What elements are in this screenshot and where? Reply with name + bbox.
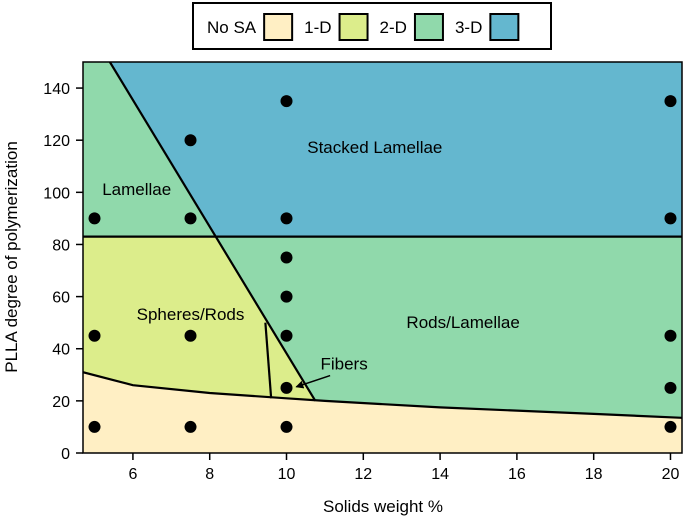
data-point (184, 134, 197, 147)
boundary-diagonal (108, 62, 317, 402)
x-axis-ticks: 6 8 10 12 14 16 18 20 (128, 453, 679, 483)
boundary-fibers (264, 322, 273, 399)
x-tick-label: 10 (278, 466, 296, 483)
annotations: Fibers (295, 355, 368, 389)
y-tick-label: 140 (43, 81, 70, 98)
legend-label: No SA (207, 18, 257, 37)
legend-swatch (263, 13, 294, 41)
x-axis-label: Solids weight % (323, 497, 443, 516)
legend-swatch (413, 13, 444, 41)
annotation-fibers: Fibers (320, 355, 367, 374)
y-tick-label: 80 (52, 237, 70, 254)
plot-area (83, 62, 682, 453)
region-labels: Stacked Lamellae Lamellae Rods/Lamellae Sph… (102, 138, 520, 332)
data-point (280, 420, 293, 433)
x-tick-label: 6 (128, 466, 137, 483)
regions (83, 62, 682, 418)
region-label: Lamellae (102, 180, 171, 199)
y-tick-label: 60 (52, 290, 70, 307)
plot-frame (82, 61, 683, 454)
data-point (280, 95, 293, 108)
y-tick-label: 40 (52, 342, 70, 359)
region-spheres-rods (83, 236, 316, 401)
x-tick-label: 8 (205, 466, 214, 483)
region-label: Spheres/Rods (137, 305, 245, 324)
data-point (184, 420, 197, 433)
data-point (280, 381, 293, 394)
y-tick-label: 100 (43, 185, 70, 202)
data-point (280, 251, 293, 264)
legend-swatch (338, 13, 369, 41)
data-point (184, 329, 197, 342)
legend-label: 2-D (380, 18, 407, 37)
legend-label: 1-D (304, 18, 331, 37)
data-point (184, 212, 197, 225)
region-label: Stacked Lamellae (307, 138, 442, 157)
y-tick-label: 0 (61, 446, 70, 463)
data-point (664, 212, 677, 225)
x-tick-label: 16 (508, 466, 526, 483)
x-tick-label: 20 (662, 466, 680, 483)
y-axis-label: PLLA degree of polymerization (2, 141, 21, 373)
legend-items: No SA 1-D 2-D 3-D (207, 13, 520, 41)
y-tick-label: 120 (43, 133, 70, 150)
data-point (88, 329, 101, 342)
legend-label: 3-D (455, 18, 482, 37)
annotation-arrow (295, 374, 331, 389)
data-point (664, 329, 677, 342)
data-point (280, 329, 293, 342)
data-point (664, 420, 677, 433)
region-stacked-lamellae (109, 62, 682, 237)
data-points (88, 95, 677, 433)
legend: No SA 1-D 2-D 3-D (192, 2, 552, 50)
y-axis-ticks: 0 20 40 60 80 100 120 140 (43, 81, 83, 463)
boundary-lines (83, 62, 682, 419)
data-point (664, 381, 677, 394)
x-tick-label: 14 (431, 466, 449, 483)
region-label: Rods/Lamellae (406, 313, 519, 332)
data-point (88, 420, 101, 433)
legend-swatch (489, 13, 520, 41)
x-tick-label: 18 (585, 466, 603, 483)
y-tick-label: 20 (52, 394, 70, 411)
data-point (280, 212, 293, 225)
data-point (88, 212, 101, 225)
x-tick-label: 12 (354, 466, 372, 483)
data-point (280, 290, 293, 303)
boundary-bottom-curve (83, 371, 682, 419)
data-point (664, 95, 677, 108)
